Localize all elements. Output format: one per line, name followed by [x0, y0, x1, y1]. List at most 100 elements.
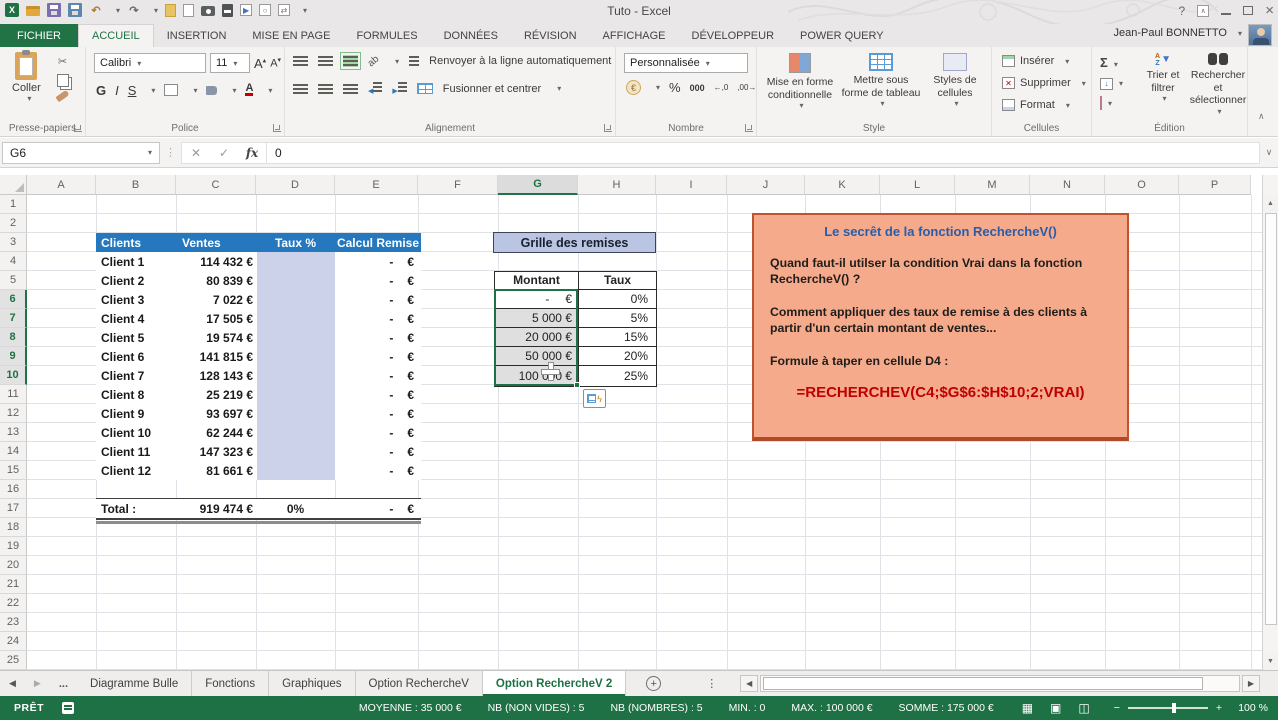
column-header-a[interactable]: A — [27, 175, 96, 195]
tab-developpeur[interactable]: DÉVELOPPEUR — [691, 29, 775, 42]
vertical-scroll-thumb[interactable] — [1265, 213, 1277, 625]
sheet-options-icon[interactable]: ⋮ — [706, 678, 718, 690]
sheet-tab-fonctions[interactable]: Fonctions — [192, 671, 270, 696]
scroll-left-icon[interactable]: ◀ — [740, 675, 759, 692]
merge-center-icon[interactable] — [416, 83, 433, 94]
row-header-10[interactable]: 10 — [0, 366, 27, 385]
currency-icon[interactable]: € — [626, 80, 641, 95]
tab-accueil[interactable]: ACCUEIL — [78, 24, 154, 47]
ribbon-display-options-icon[interactable]: ∧ — [1197, 4, 1210, 17]
row-header-14[interactable]: 14 — [0, 442, 27, 461]
switch-windows-icon[interactable]: ⇄ — [278, 4, 291, 16]
row-header-18[interactable]: 18 — [0, 518, 27, 537]
row-header-8[interactable]: 8 — [0, 328, 27, 347]
redo-button[interactable]: ↷ — [129, 4, 139, 17]
row-header-4[interactable]: 4 — [0, 252, 27, 271]
horizontal-scroll-thumb[interactable] — [763, 677, 1203, 690]
font-size-select[interactable]: 11 ▾ — [210, 53, 250, 73]
row-header-3[interactable]: 3 — [0, 233, 27, 252]
increase-indent-icon[interactable]: ▶ — [392, 81, 407, 96]
table-row[interactable]: Client 7 128 143 € - € — [101, 368, 414, 383]
conditional-formatting-button[interactable]: Mise en forme conditionnelle ▾ — [761, 53, 839, 111]
undo-button[interactable]: ↶ — [91, 4, 101, 17]
column-header-k[interactable]: K — [805, 175, 880, 195]
new-sheet-icon[interactable]: + — [646, 676, 662, 691]
column-header-l[interactable]: L — [880, 175, 955, 195]
info-box[interactable]: Le secrêt de la fonction RechercheV() Qu… — [752, 213, 1129, 441]
column-header-p[interactable]: P — [1179, 175, 1251, 195]
row-header-16[interactable]: 16 — [0, 480, 27, 499]
select-all-button[interactable] — [0, 175, 27, 195]
remises-row[interactable]: 5 000 € 5% — [495, 309, 656, 328]
undo-caret-icon[interactable]: ▾ — [116, 5, 121, 15]
tab-affichage[interactable]: AFFICHAGE — [602, 29, 666, 42]
currency-caret-icon[interactable]: ▾ — [656, 83, 661, 92]
align-top-icon[interactable] — [293, 55, 308, 67]
remises-title[interactable]: Grille des remises — [493, 232, 656, 253]
orientation-icon[interactable]: ab — [365, 53, 382, 69]
merge-caret-icon[interactable]: ▾ — [557, 84, 562, 93]
wrap-text-icon[interactable] — [409, 55, 420, 67]
shape-flow-icon[interactable]: ▶ — [240, 4, 253, 16]
zoom-in-icon[interactable]: + — [1215, 702, 1222, 714]
remises-row[interactable]: 50 000 € 20% — [495, 347, 656, 366]
scroll-right-icon[interactable]: ▶ — [1242, 675, 1260, 692]
align-left-icon[interactable] — [293, 82, 308, 95]
dialog-launcher-icon[interactable] — [604, 124, 612, 132]
save-icon[interactable] — [47, 3, 61, 17]
delete-cells-button[interactable]: ✕ Supprimer ▾ — [1002, 77, 1086, 89]
row-header-22[interactable]: 22 — [0, 594, 27, 613]
table-row[interactable]: Client 8 25 219 € - € — [101, 387, 414, 402]
wrap-text-button[interactable]: Renvoyer à la ligne automatiquement — [429, 55, 612, 67]
font-name-select[interactable]: Calibri ▾ — [94, 53, 206, 73]
insert-cells-button[interactable]: Insérer ▾ — [1002, 55, 1069, 67]
avatar[interactable] — [1248, 24, 1272, 46]
vertical-scrollbar[interactable]: ▲ ▼ — [1262, 175, 1278, 670]
save-as-icon[interactable] — [68, 3, 82, 17]
shrink-font-button[interactable]: A▾ — [270, 57, 282, 70]
table-row[interactable]: Client 2 80 839 € - € — [101, 273, 414, 288]
increase-decimal-icon[interactable]: ←,0 — [713, 83, 729, 92]
table-row[interactable]: Client 12 81 661 € - € — [101, 463, 414, 478]
macro-record-icon[interactable] — [62, 702, 75, 714]
number-format-select[interactable]: Personnalisée ▾ — [624, 53, 748, 73]
sheet-nav-prev-icon[interactable]: ◀ — [9, 678, 16, 688]
zoom-out-icon[interactable]: − — [1113, 702, 1120, 714]
tab-fichier[interactable]: FICHIER — [0, 24, 78, 47]
find-select-button[interactable]: Rechercher et sélectionner ▾ — [1190, 53, 1246, 116]
row-header-15[interactable]: 15 — [0, 461, 27, 480]
close-button[interactable]: × — [1265, 2, 1274, 19]
column-header-f[interactable]: F — [418, 175, 498, 195]
open-icon[interactable] — [26, 6, 40, 16]
remises-row[interactable]: 20 000 € 15% — [495, 328, 656, 347]
total-row[interactable]: Total : 919 474 € 0% - € — [101, 501, 414, 516]
underline-button[interactable]: S — [127, 82, 137, 98]
fill-color-icon[interactable] — [206, 85, 218, 95]
column-header-e[interactable]: E — [335, 175, 418, 195]
copy-icon[interactable] — [56, 74, 69, 87]
decrease-decimal-icon[interactable]: ,00→ — [737, 83, 757, 92]
horizontal-scrollbar[interactable] — [760, 675, 1240, 692]
row-header-7[interactable]: 7 — [0, 309, 27, 328]
sheet-tab-option-recherchev-2[interactable]: Option RechercheV 2 — [482, 671, 627, 696]
row-header-6[interactable]: 6 — [0, 290, 27, 309]
zoom-slider[interactable] — [1127, 703, 1208, 713]
insert-function-icon[interactable]: fx — [245, 145, 259, 160]
sheet-tab-graphiques[interactable]: Graphiques — [269, 671, 356, 696]
bold-button[interactable]: G — [96, 82, 107, 98]
table-row[interactable]: Client 10 62 244 € - € — [101, 425, 414, 440]
table-row[interactable]: Client 4 17 505 € - € — [101, 311, 414, 326]
orientation-caret-icon[interactable]: ▾ — [395, 56, 400, 66]
column-header-c[interactable]: C — [176, 175, 256, 195]
zoom-level[interactable]: 100 % — [1238, 702, 1268, 714]
percent-style-button[interactable]: % — [669, 80, 681, 95]
tab-insertion[interactable]: INSERTION — [166, 29, 227, 42]
align-bottom-icon[interactable] — [340, 52, 361, 70]
clear-button[interactable]: ▾ — [1100, 95, 1123, 110]
fill-button[interactable]: ↓ ▾ — [1100, 77, 1123, 90]
row-header-1[interactable]: 1 — [0, 195, 27, 214]
tab-formules[interactable]: FORMULES — [356, 29, 418, 42]
row-header-24[interactable]: 24 — [0, 632, 27, 651]
underline-caret-icon[interactable]: ▾ — [151, 85, 156, 95]
